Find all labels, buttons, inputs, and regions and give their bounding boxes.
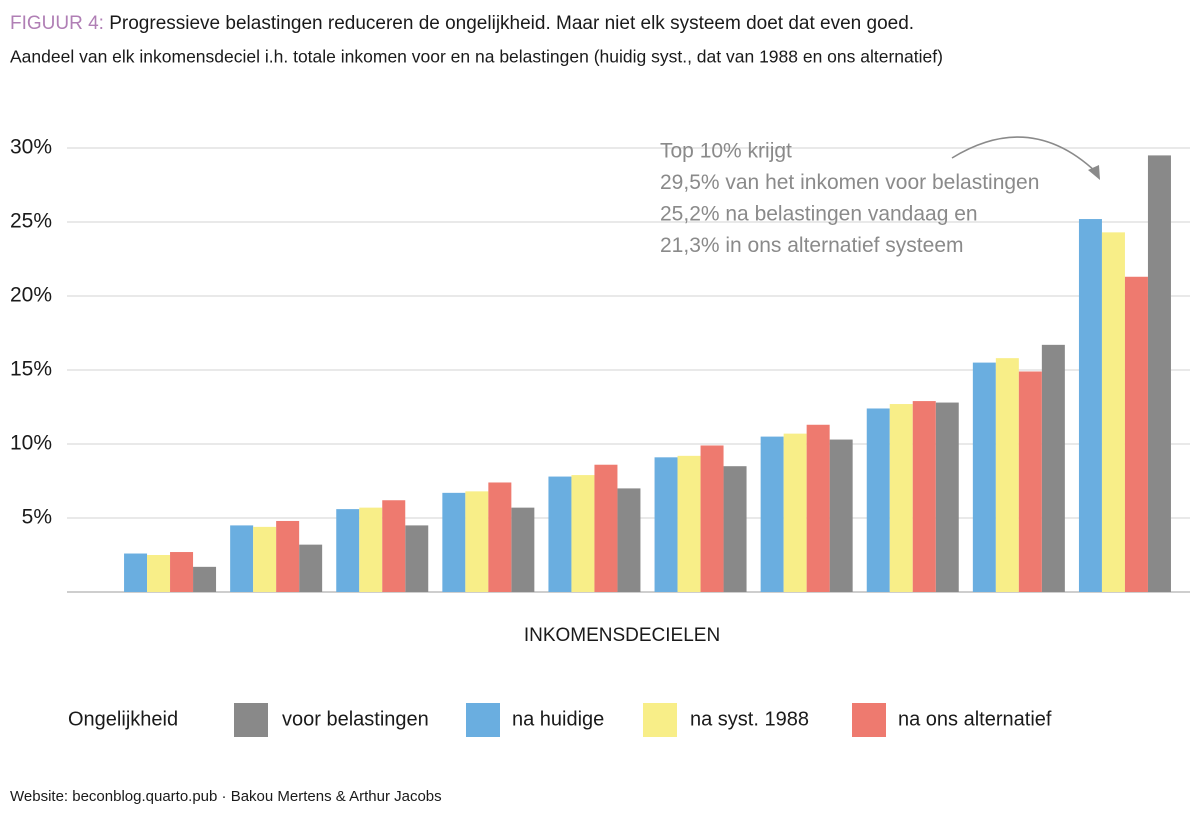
chart-subtitle: Aandeel van elk inkomensdeciel i.h. tota…	[10, 47, 943, 67]
bar	[442, 492, 466, 592]
bar	[1124, 276, 1148, 592]
legend-swatch	[643, 703, 677, 737]
legend-label: na syst. 1988	[690, 708, 809, 730]
bar	[336, 509, 360, 592]
bar	[170, 552, 194, 592]
y-tick-label: 20%	[10, 284, 52, 307]
x-axis-label: INKOMENSDECIELEN	[524, 625, 720, 646]
annotation: Top 10% krijgt	[660, 140, 792, 163]
bar	[465, 491, 489, 592]
bar	[935, 402, 959, 592]
bar	[382, 500, 406, 592]
bar	[1018, 371, 1042, 592]
bar	[253, 526, 277, 592]
plot: 5% 10% 15% 20% 25% 30%	[10, 136, 1190, 593]
bar	[866, 408, 890, 592]
bar	[677, 455, 701, 592]
bar	[1147, 155, 1171, 592]
bar	[1041, 344, 1065, 592]
bar	[700, 445, 724, 592]
bar	[359, 507, 383, 592]
bar	[230, 525, 254, 592]
bar	[594, 464, 618, 592]
bar	[783, 433, 807, 592]
bar	[806, 424, 830, 592]
annotation-arrow	[951, 136, 1097, 173]
bar	[511, 507, 535, 592]
bar	[405, 525, 429, 592]
y-tick-label: 30%	[10, 136, 52, 159]
chart-title: Progressieve belastingen reduceren de on…	[109, 13, 914, 34]
annotation: 21,3% in ons alternatief systeem	[660, 234, 964, 257]
legend-label: na ons alternatief	[898, 708, 1052, 730]
bar	[276, 520, 300, 592]
annotation: 29,5% van het inkomen voor belastingen	[660, 171, 1039, 194]
bar	[829, 439, 853, 592]
bar	[299, 544, 323, 592]
bar	[147, 555, 171, 592]
bar	[889, 404, 913, 592]
bar	[571, 475, 595, 592]
bar	[617, 488, 641, 592]
bar	[1078, 219, 1102, 593]
bar	[654, 457, 678, 592]
y-tick-label: 15%	[10, 358, 52, 381]
y-tick-label: 10%	[10, 432, 52, 455]
bar	[723, 466, 747, 592]
y-tick-label: 5%	[22, 506, 52, 529]
bar	[193, 566, 217, 592]
bar	[760, 436, 784, 592]
bar	[488, 482, 512, 592]
bar	[995, 358, 1019, 592]
bar	[548, 476, 572, 592]
bar	[912, 401, 936, 592]
source: Website: beconblog.quarto.pub · Bakou Me…	[10, 788, 442, 805]
legend-swatch	[234, 703, 268, 737]
bar	[972, 362, 996, 592]
figure-label: FIGUUR 4:	[10, 13, 104, 34]
title-line: FIGUUR 4: Progressieve belastingen reduc…	[10, 13, 914, 34]
legend-title: Ongelijkheid	[68, 708, 178, 730]
legend-label: voor belastingen	[282, 708, 429, 730]
bar	[1101, 232, 1125, 593]
annotation: 25,2% na belastingen vandaag en	[660, 203, 978, 226]
annotation-arrowhead	[1088, 165, 1100, 180]
legend-swatch	[852, 703, 886, 737]
y-tick-label: 25%	[10, 210, 52, 233]
legend-swatch	[466, 703, 500, 737]
legend-label: na huidige	[512, 708, 604, 730]
bar	[124, 553, 148, 592]
